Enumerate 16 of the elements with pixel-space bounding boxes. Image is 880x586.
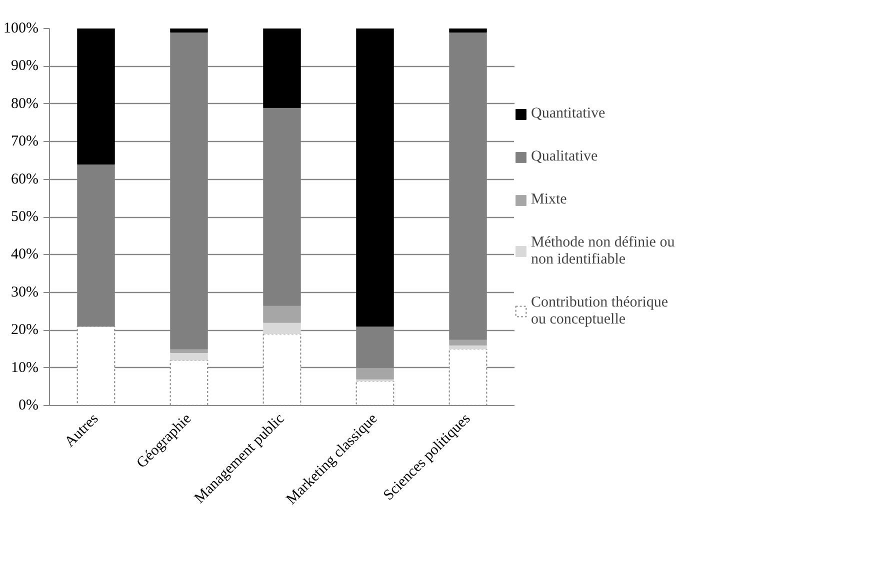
y-tick-label: 10% (11, 360, 39, 376)
legend-label: Mixte (531, 191, 567, 208)
y-tick-label: 60% (11, 171, 39, 188)
y-tick-label: 70% (11, 134, 39, 150)
y-tick-label: 30% (11, 284, 39, 300)
y-tick-label: 40% (11, 246, 39, 263)
legend-label: Qualitative (531, 148, 598, 165)
legend-label: Contribution théorique ou conceptuelle (531, 294, 668, 328)
y-tick-label: 0% (18, 398, 39, 414)
y-tick-label: 20% (11, 322, 39, 338)
y-tick-label: 50% (11, 209, 39, 225)
y-tick-label: 100% (4, 20, 39, 36)
legend-label: Quantitative (531, 105, 606, 122)
legend-label: Méthode non définie ou non identifiable (531, 234, 675, 268)
y-tick-label: 90% (11, 58, 39, 74)
y-tick-label: 80% (11, 96, 39, 112)
